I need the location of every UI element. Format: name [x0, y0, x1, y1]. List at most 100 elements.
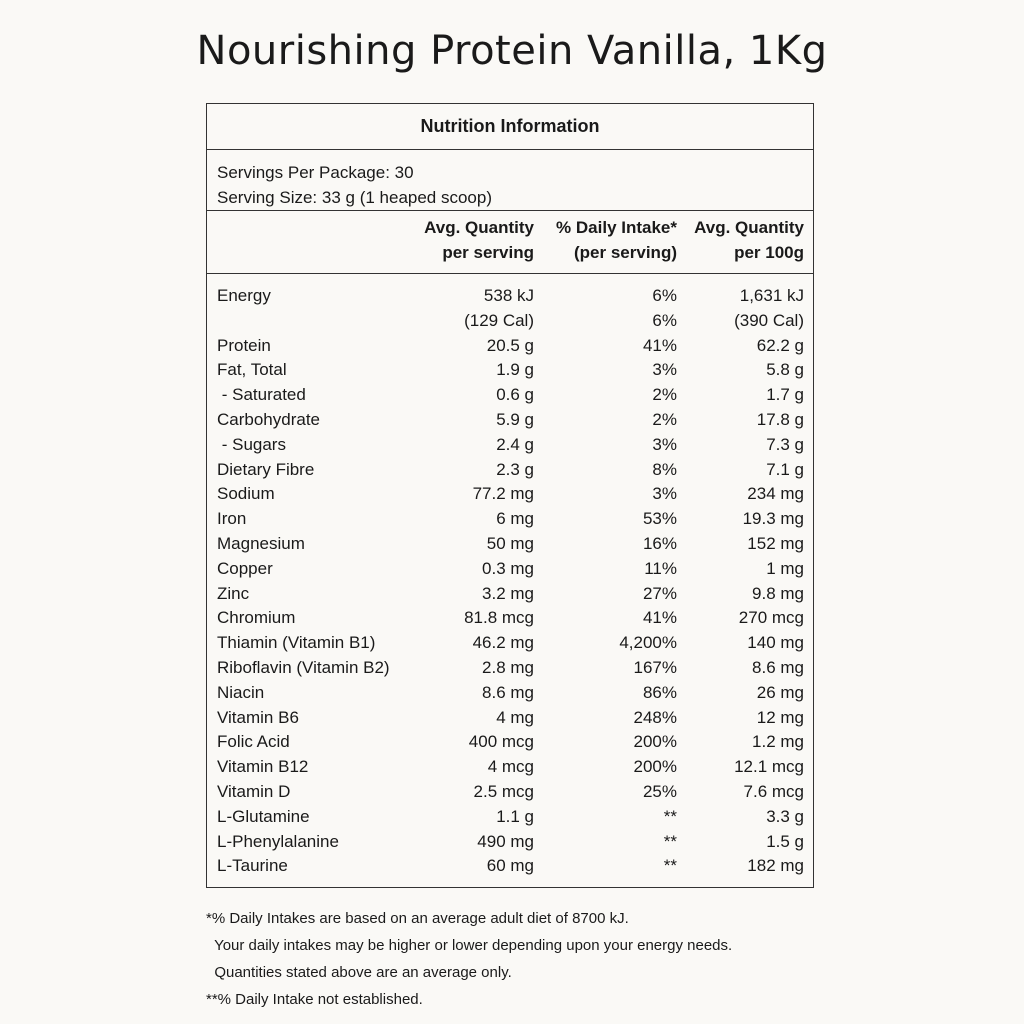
daily-intake: 6%: [652, 310, 677, 330]
qty-per-100g: 7.3 g: [766, 434, 804, 454]
qty-per-100g: 9.8 mg: [752, 583, 804, 603]
qty-per-serving: 8.6 mg: [482, 682, 534, 702]
nutrient-name: Thiamin (Vitamin B1): [217, 633, 376, 653]
footnote-line: *% Daily Intakes are based on an average…: [206, 910, 629, 927]
daily-intake: 16%: [642, 533, 677, 553]
daily-intake: **: [663, 856, 677, 876]
column-headers: Avg. Quantity per serving % Daily Intake…: [207, 211, 813, 274]
footnote-line: Your daily intakes may be higher or lowe…: [206, 937, 733, 954]
nutrient-name: Vitamin D: [217, 781, 291, 801]
table-row: Fat, Total 1.9 g 3% 5.8 g: [207, 358, 813, 383]
nutrient-name: - Sugars: [217, 434, 286, 454]
daily-intake: 27%: [642, 583, 677, 603]
qty-per-100g: 12.1 mcg: [734, 757, 804, 777]
qty-per-serving: 6 mg: [496, 509, 534, 529]
qty-per-100g: 1.7 g: [766, 385, 804, 405]
daily-intake: 2%: [652, 385, 677, 405]
serving-size: Serving Size: 33 g (1 heaped scoop): [217, 188, 493, 207]
table-row: Niacin 8.6 mg 86% 26 mg: [207, 681, 813, 706]
nutrient-name: Fat, Total: [217, 360, 287, 380]
nutrient-name: Riboflavin (Vitamin B2): [217, 657, 390, 677]
nutrient-name: - Saturated: [217, 385, 306, 405]
qty-per-100g: 234 mg: [747, 484, 804, 504]
table-row: Iron 6 mg 53% 19.3 mg: [207, 507, 813, 532]
qty-per-100g: 19.3 mg: [742, 509, 804, 529]
qty-per-100g: 5.8 g: [766, 360, 804, 380]
qty-per-serving: 2.8 mg: [482, 657, 534, 677]
daily-intake: 200%: [633, 757, 677, 777]
daily-intake: 200%: [633, 732, 677, 752]
nutrition-panel: Nutrition Information Servings Per Packa…: [206, 103, 814, 888]
qty-per-serving: (129 Cal): [464, 310, 534, 330]
table-row: L-Glutamine 1.1 g ** 3.3 g: [207, 805, 813, 830]
nutrient-name: L-Glutamine: [217, 806, 310, 826]
qty-per-serving: 60 mg: [486, 856, 534, 876]
daily-intake: **: [663, 806, 677, 826]
column-header-daily-intake: % Daily Intake* (per serving): [556, 218, 677, 262]
table-row: Dietary Fibre 2.3 g 8% 7.1 g: [207, 458, 813, 483]
nutrient-name: Carbohydrate: [217, 409, 321, 429]
nutrient-name: Vitamin B12: [217, 757, 309, 777]
qty-per-serving: 490 mg: [477, 831, 534, 851]
qty-per-serving: 5.9 g: [496, 409, 534, 429]
qty-per-serving: 77.2 mg: [472, 484, 534, 504]
nutrient-name: L-Taurine: [217, 856, 288, 876]
nutrient-name: Folic Acid: [217, 732, 290, 752]
qty-per-100g: 7.6 mcg: [743, 781, 804, 801]
qty-per-serving: 538 kJ: [483, 286, 534, 305]
table-row: Vitamin D 2.5 mcg 25% 7.6 mcg: [207, 780, 813, 805]
daily-intake: 167%: [633, 657, 677, 677]
daily-intake: 11%: [644, 558, 677, 578]
table-row: - Saturated 0.6 g 2% 1.7 g: [207, 383, 813, 408]
qty-per-100g: 182 mg: [747, 856, 804, 876]
daily-intake: 53%: [642, 509, 677, 529]
daily-intake: 2%: [652, 409, 677, 429]
qty-per-100g: 140 mg: [747, 633, 804, 653]
table-row: Sodium 77.2 mg 3% 234 mg: [207, 482, 813, 507]
qty-per-serving: 2.5 mcg: [473, 781, 534, 801]
nutrient-name: Dietary Fibre: [217, 459, 315, 479]
qty-per-100g: 17.8 g: [756, 409, 804, 429]
qty-per-serving: 20.5 g: [486, 335, 534, 355]
nutrient-name: Niacin: [217, 682, 265, 702]
panel-heading: Nutrition Information: [207, 104, 813, 150]
daily-intake: 41%: [642, 608, 677, 628]
daily-intake: 3%: [652, 484, 677, 504]
table-row: Folic Acid 400 mcg 200% 1.2 mg: [207, 730, 813, 755]
servings-per-package: Servings Per Package: 30: [217, 163, 414, 182]
table-row: - Sugars 2.4 g 3% 7.3 g: [207, 433, 813, 458]
qty-per-100g: (390 Cal): [734, 310, 804, 330]
qty-per-serving: 2.4 g: [496, 434, 534, 454]
table-row: Energy 538 kJ 6% 1,631 kJ: [207, 284, 813, 309]
table-row: Carbohydrate 5.9 g 2% 17.8 g: [207, 408, 813, 433]
qty-per-100g: 3.3 g: [766, 806, 804, 826]
qty-per-100g: 270 mcg: [738, 608, 804, 628]
nutrient-name: Zinc: [217, 583, 250, 603]
qty-per-100g: 7.1 g: [766, 459, 804, 479]
qty-per-serving: 0.3 mg: [482, 558, 534, 578]
nutrient-name: L-Phenylalanine: [217, 831, 339, 851]
table-row: Thiamin (Vitamin B1) 46.2 mg 4,200% 140 mg: [207, 631, 813, 656]
table-row: Protein 20.5 g 41% 62.2 g: [207, 334, 813, 359]
qty-per-serving: 400 mcg: [468, 732, 534, 752]
daily-intake: 248%: [633, 707, 677, 727]
footnote-line: Quantities stated above are an average o…: [206, 964, 512, 981]
table-row: L-Taurine 60 mg ** 182 mg: [207, 854, 813, 879]
table-row: Riboflavin (Vitamin B2) 2.8 mg 167% 8.6 mg: [207, 656, 813, 681]
qty-per-serving: 81.8 mcg: [464, 608, 534, 628]
qty-per-100g: 152 mg: [747, 533, 804, 553]
table-row: Vitamin B12 4 mcg 200% 12.1 mcg: [207, 755, 813, 780]
qty-per-100g: 1,631 kJ: [739, 286, 804, 305]
qty-per-serving: 3.2 mg: [482, 583, 534, 603]
table-row: Zinc 3.2 mg 27% 9.8 mg: [207, 582, 813, 607]
footnote-line: **% Daily Intake not established.: [206, 991, 423, 1008]
table-row: L-Phenylalanine 490 mg ** 1.5 g: [207, 830, 813, 855]
qty-per-serving: 4 mg: [496, 707, 534, 727]
daily-intake: 41%: [642, 335, 677, 355]
qty-per-100g: 1.5 g: [766, 831, 804, 851]
daily-intake: 8%: [652, 459, 677, 479]
footnotes: *% Daily Intakes are based on an average…: [206, 905, 906, 1013]
daily-intake: 3%: [652, 434, 677, 454]
qty-per-serving: 4 mcg: [487, 757, 534, 777]
nutrient-name: Copper: [217, 558, 273, 578]
